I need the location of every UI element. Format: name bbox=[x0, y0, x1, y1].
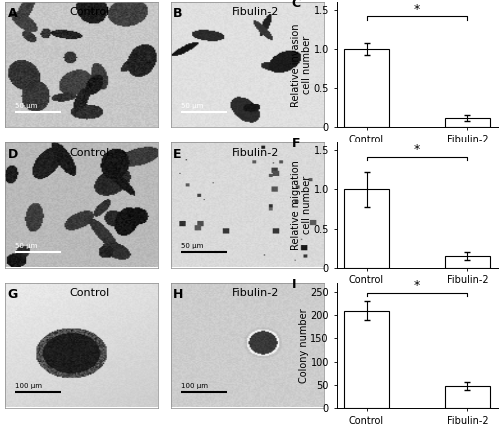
Y-axis label: Colony number: Colony number bbox=[299, 308, 309, 382]
Text: B: B bbox=[174, 7, 183, 20]
Text: 100 μm: 100 μm bbox=[15, 383, 42, 389]
Bar bbox=[445, 386, 490, 408]
Text: *: * bbox=[414, 279, 420, 292]
Text: *: * bbox=[414, 143, 420, 156]
Bar bbox=[445, 256, 490, 268]
Text: 50 μm: 50 μm bbox=[15, 243, 38, 249]
Bar bbox=[344, 311, 390, 408]
Y-axis label: Relative migration
cell number: Relative migration cell number bbox=[290, 160, 312, 250]
Text: A: A bbox=[8, 7, 17, 20]
Bar bbox=[344, 49, 390, 128]
Text: Control: Control bbox=[69, 147, 110, 158]
Text: 100 μm: 100 μm bbox=[181, 383, 208, 389]
Text: *: * bbox=[414, 3, 420, 16]
Text: G: G bbox=[8, 288, 18, 301]
Bar bbox=[445, 118, 490, 127]
Y-axis label: Relative invasion
cell number: Relative invasion cell number bbox=[290, 23, 312, 107]
Text: Fibulin-2: Fibulin-2 bbox=[232, 147, 279, 158]
Text: 50 μm: 50 μm bbox=[181, 243, 204, 249]
Text: D: D bbox=[8, 147, 18, 161]
Text: C: C bbox=[292, 0, 300, 10]
Text: Control: Control bbox=[69, 288, 110, 298]
Text: 50 μm: 50 μm bbox=[15, 102, 38, 109]
Bar bbox=[344, 190, 390, 268]
Text: Fibulin-2: Fibulin-2 bbox=[232, 288, 279, 298]
Text: 50 μm: 50 μm bbox=[181, 102, 204, 109]
Text: F: F bbox=[292, 137, 300, 150]
Text: I: I bbox=[292, 278, 296, 291]
Text: Fibulin-2: Fibulin-2 bbox=[232, 7, 279, 17]
Text: E: E bbox=[174, 147, 182, 161]
Text: H: H bbox=[174, 288, 184, 301]
Text: Control: Control bbox=[69, 7, 110, 17]
